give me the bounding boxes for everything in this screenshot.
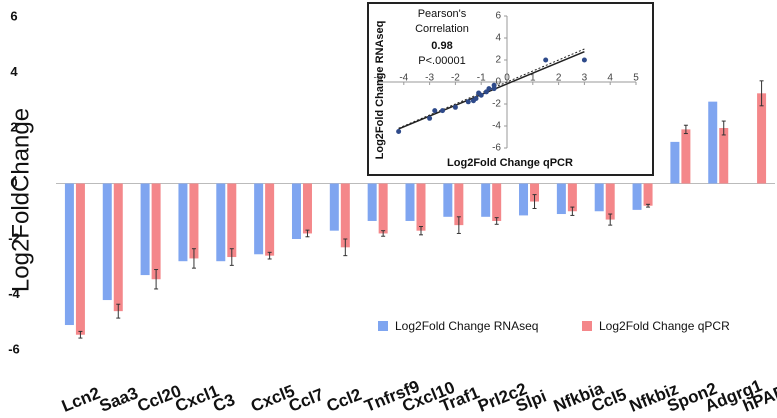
y-tick-label: 0	[10, 175, 17, 190]
x-tick-label: Ccl2	[324, 385, 364, 416]
inset-x-tick-label: -4	[399, 73, 408, 84]
inset-x-tick-label: 5	[633, 73, 639, 84]
bar	[492, 183, 502, 221]
bar	[530, 183, 540, 202]
bar	[594, 183, 604, 212]
point	[581, 57, 587, 63]
bar	[254, 183, 264, 255]
inset-x-axis-title: Log2Fold Change qPCR	[447, 157, 573, 169]
legend-swatch	[378, 321, 388, 331]
point	[473, 96, 479, 101]
bar	[378, 183, 388, 234]
y-tick-label: 2	[10, 119, 17, 134]
bar	[719, 128, 729, 184]
bar	[64, 183, 74, 326]
inset-y-axis-title: Log2Fold Change RNAseq	[374, 21, 386, 160]
bar	[75, 183, 85, 335]
bar	[708, 101, 718, 184]
bar	[151, 183, 161, 280]
bar	[291, 183, 301, 240]
bar	[670, 141, 680, 184]
y-axis-title: Log2FoldChange	[7, 108, 34, 292]
y-tick-label: -2	[8, 230, 20, 245]
bar	[102, 183, 112, 301]
inset-x-tick-label: -5	[374, 73, 383, 84]
bar	[340, 183, 350, 248]
bar	[757, 93, 767, 184]
bar	[227, 183, 237, 258]
bar	[556, 183, 566, 215]
inset-x-tick-label: -1	[477, 73, 486, 84]
inset-y-tick-label: -2	[492, 99, 501, 110]
bar	[681, 129, 691, 184]
bar	[454, 183, 464, 226]
bar	[113, 183, 123, 312]
inset-x-tick-label: 1	[530, 73, 536, 84]
bar	[605, 183, 615, 220]
inset-y-tick-label: 4	[495, 33, 501, 44]
annotation: P<.00001	[418, 55, 465, 67]
annotation: 0.98	[431, 40, 452, 52]
inset-y-tick-label: -6	[492, 143, 501, 154]
bar	[302, 183, 312, 234]
inset-y-tick-label: -4	[492, 121, 501, 132]
legend-swatch	[582, 321, 592, 331]
inset-x-tick-label: 2	[556, 73, 562, 84]
bar	[178, 183, 188, 262]
legend-label: Log2Fold Change RNAseq	[395, 319, 538, 333]
legend-label: Log2Fold Change qPCR	[599, 319, 730, 333]
bar	[265, 183, 275, 256]
point	[452, 104, 458, 110]
y-tick-label: -4	[8, 286, 20, 301]
point	[465, 99, 471, 105]
point	[432, 108, 438, 114]
inset-x-tick-label: 0	[504, 73, 510, 84]
bar	[632, 183, 642, 210]
bar	[519, 183, 529, 216]
point	[476, 90, 482, 96]
point	[440, 108, 445, 114]
point	[491, 86, 497, 92]
inset-x-tick-label: -2	[451, 73, 460, 84]
inset-y-tick-label: 0	[495, 77, 501, 88]
bar	[189, 183, 199, 259]
y-tick-label: -6	[8, 341, 20, 356]
inset-y-tick-label: 6	[495, 11, 501, 22]
bar	[416, 183, 426, 231]
bar	[216, 183, 226, 262]
inset-x-tick-label: 4	[607, 73, 613, 84]
point	[486, 86, 492, 92]
inset-x-tick-label: -3	[425, 73, 434, 84]
bar	[140, 183, 150, 276]
y-tick-label: 6	[10, 8, 17, 23]
bar	[643, 183, 653, 206]
bar	[443, 183, 453, 217]
bar	[329, 183, 339, 231]
annotation: Correlation	[415, 23, 469, 35]
y-tick-label: 4	[10, 64, 18, 79]
point	[396, 129, 402, 134]
reference-line	[398, 48, 585, 129]
bar	[367, 183, 377, 221]
inset-frame	[367, 2, 654, 176]
inset-x-tick-label: 3	[582, 73, 588, 84]
bar	[481, 183, 491, 217]
bar	[405, 183, 415, 221]
point	[427, 115, 433, 121]
annotation: Pearson's	[418, 8, 467, 20]
bar	[567, 183, 577, 212]
inset-y-tick-label: 2	[495, 55, 501, 66]
point	[543, 57, 549, 63]
